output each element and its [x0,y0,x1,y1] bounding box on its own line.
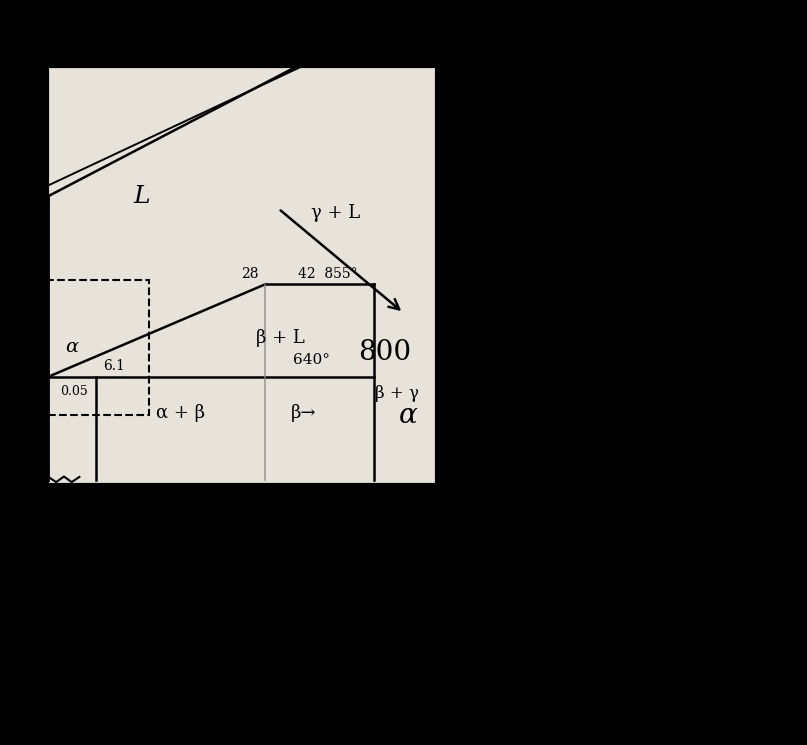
Text: α + β: α + β [156,405,205,422]
Text: 600: 600 [358,519,412,545]
Text: 400: 400 [358,699,412,726]
X-axis label: Wt. % Ni: Wt. % Ni [201,513,283,531]
Text: 0.05: 0.05 [60,385,88,399]
Bar [48,280,149,416]
Text: γ + L: γ + L [311,204,360,222]
Text: L: L [133,185,150,208]
X-axis label: At. % Ni: At. % Ni [204,21,280,39]
Text: 42  855°: 42 855° [298,267,358,282]
Text: 0: 0 [436,744,454,745]
Text: α: α [65,337,78,355]
Text: 6.1: 6.1 [621,463,657,486]
Text: 0.05: 0.05 [453,514,496,532]
Text: 28: 28 [241,267,258,282]
Text: 800: 800 [358,339,412,366]
Text: β + L: β + L [257,329,305,347]
Text: 640°: 640° [293,352,330,367]
Text: 0: 0 [394,653,412,681]
Text: β→: β→ [291,405,317,422]
Text: α: α [399,402,417,428]
Text: 6.1: 6.1 [102,359,124,373]
Text: W: W [730,744,759,745]
Text: β + γ: β + γ [375,385,419,402]
